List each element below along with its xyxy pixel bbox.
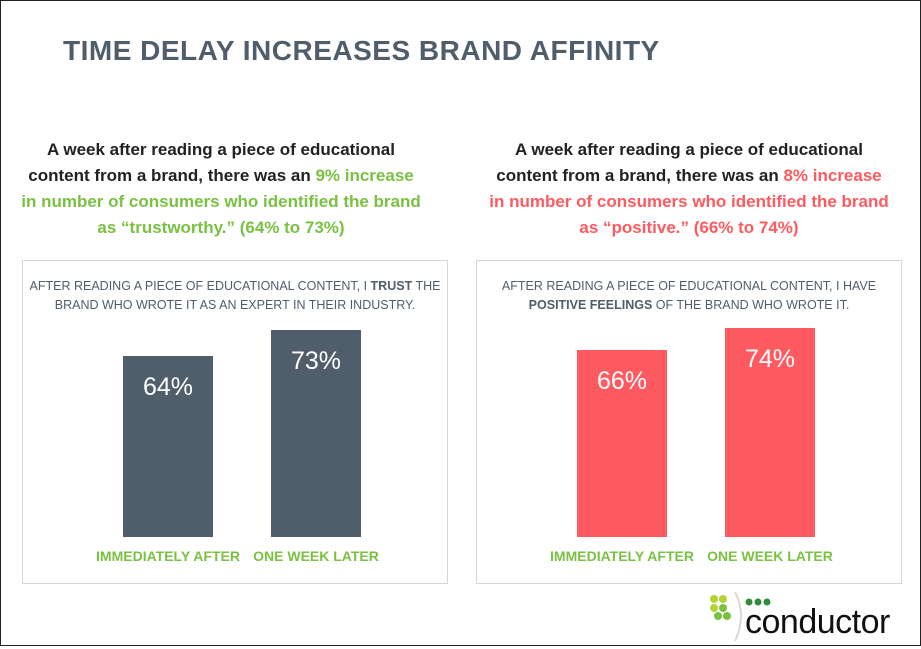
chart-question: AFTER READING A PIECE OF EDUCATIONAL CON… <box>501 279 877 312</box>
data-label: 74% <box>744 344 796 373</box>
category-label: ONE WEEK LATER <box>253 548 379 564</box>
logo-wordmark: conductor <box>745 603 890 641</box>
right-intro: A week after reading a piece of educatio… <box>489 137 889 241</box>
conductor-logo: conductor <box>707 589 917 645</box>
bar <box>577 350 667 537</box>
intro-text: A week after reading a piece of educatio… <box>496 140 863 185</box>
left-intro: A week after reading a piece of educatio… <box>21 137 421 241</box>
positive-chart: AFTER READING A PIECE OF EDUCATIONAL CON… <box>476 260 902 584</box>
data-label: 66% <box>596 367 648 396</box>
intro-text: A week after reading a piece of educatio… <box>28 140 395 185</box>
data-label: 64% <box>142 372 194 401</box>
bar <box>123 355 213 537</box>
trust-chart: AFTER READING A PIECE OF EDUCATIONAL CON… <box>22 260 448 584</box>
chart-question: AFTER READING A PIECE OF EDUCATIONAL CON… <box>29 279 441 312</box>
data-label: 73% <box>290 347 342 376</box>
intro-highlight: 8% increase in number of consumers who i… <box>489 166 889 237</box>
bar <box>271 330 361 537</box>
page-title: TIME DELAY INCREASES BRAND AFFINITY <box>63 35 660 66</box>
intro-highlight: 9% increase in number of consumers who i… <box>21 166 421 237</box>
logo-small-dots-icon <box>745 598 771 606</box>
bar <box>725 327 815 537</box>
category-label: IMMEDIATELY AFTER <box>96 548 240 564</box>
category-label: ONE WEEK LATER <box>707 548 833 564</box>
category-label: IMMEDIATELY AFTER <box>550 548 694 564</box>
logo-dots-icon <box>710 591 742 642</box>
